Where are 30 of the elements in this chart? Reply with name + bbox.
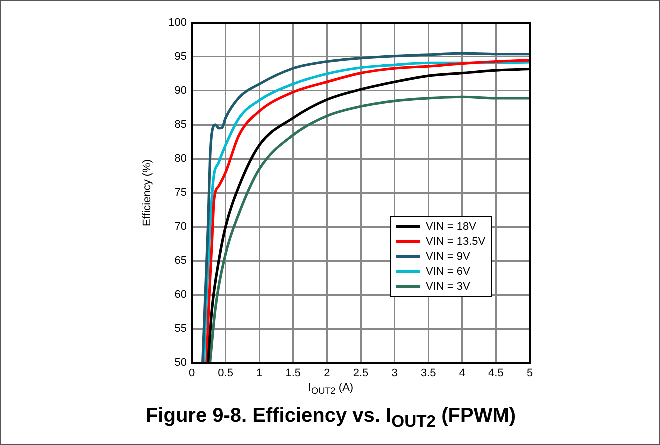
x-tick-label: 3.5 <box>420 368 436 380</box>
y-tick-label: 70 <box>174 221 187 234</box>
y-tick-label: 55 <box>174 323 187 336</box>
legend-label: VIN = 3V <box>426 280 470 292</box>
y-tick-label: 50 <box>174 357 187 370</box>
x-tick-label: 0 <box>188 368 196 380</box>
x-tick-label: 1.5 <box>286 368 302 380</box>
y-axis-title: Efficiency (%) <box>142 159 154 227</box>
y-tick-label: 75 <box>174 187 187 200</box>
x-tick-label: 4.5 <box>488 368 504 380</box>
legend-label: VIN = 9V <box>426 250 470 262</box>
x-axis-title: I$_{OUT2}$ (A) <box>307 382 355 396</box>
y-tick-label: 60 <box>174 289 187 302</box>
y-tick-label: 65 <box>174 255 187 268</box>
legend-label: VIN = 6V <box>426 266 470 278</box>
x-tick-label: 4 <box>459 368 466 380</box>
x-tick-label: 0.5 <box>218 368 234 380</box>
legend-label: VIN = 13.5V <box>426 236 486 248</box>
y-tick-label: 95 <box>174 51 187 64</box>
x-tick-label: 2.5 <box>353 368 369 380</box>
y-tick-label: 100 <box>168 17 187 30</box>
text: Figure 9-8. Efficiency vs. I$_{OUT2}$ (FPWM) <box>144 405 518 432</box>
legend-label: VIN = 18V <box>426 220 476 232</box>
x-tick-label: 1 <box>256 368 263 380</box>
y-tick-label: 80 <box>174 153 187 166</box>
x-tick-label: 2 <box>324 368 330 380</box>
y-tick-label: 85 <box>174 119 187 132</box>
x-tick-label: 5 <box>526 368 534 380</box>
x-tick-label: 3 <box>392 368 398 380</box>
y-tick-label: 90 <box>174 85 187 98</box>
